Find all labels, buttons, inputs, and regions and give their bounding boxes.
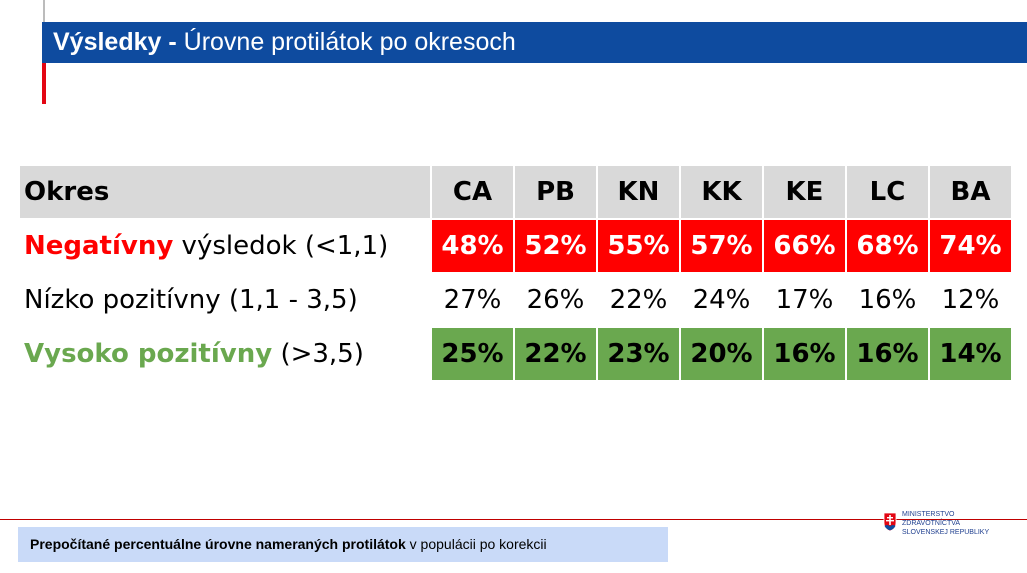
header-district: PB [515, 166, 596, 218]
low-positive-value-cell: 12% [941, 285, 1000, 315]
high-positive-label-highlight: Vysoko pozitívny [24, 339, 273, 369]
high-positive-value-cell: 25% [432, 328, 513, 380]
low-positive-value-cell: 27% [443, 285, 502, 315]
low-positive-value-cell: 16% [858, 285, 917, 315]
header-district: KE [764, 166, 845, 218]
negative-value-cell: 52% [515, 220, 596, 272]
footer-note-bold: Prepočítané percentuálne úrovne nameraný… [30, 536, 406, 552]
ministry-line: MINISTERSTVO [902, 511, 955, 518]
header-district: KK [681, 166, 762, 218]
negative-value-cell: 57% [681, 220, 762, 272]
negative-value-cell: 74% [930, 220, 1011, 272]
high-positive-value-cell: 16% [764, 328, 845, 380]
low-positive-value-cell: 26% [526, 285, 585, 315]
high-positive-value-cell: 22% [515, 328, 596, 380]
ministry-line: ZDRAVOTNÍCTVA [902, 520, 961, 527]
ministry-line: SLOVENSKEJ REPUBLIKY [902, 529, 990, 536]
slovak-coat-of-arms-icon [883, 512, 897, 532]
header-district: BA [930, 166, 1011, 218]
header-district: CA [432, 166, 513, 218]
negative-label-rest: výsledok (<1,1) [173, 231, 389, 261]
negative-value-cell: 48% [432, 220, 513, 272]
header-district: KN [598, 166, 679, 218]
footer-note: Prepočítané percentuálne úrovne nameraný… [18, 527, 668, 562]
ministry-name: MINISTERSTVO ZDRAVOTNÍCTVA SLOVENSKEJ RE… [902, 510, 989, 537]
results-table: Okres CA PB KN KK KE LC BA Negatívny výs… [18, 164, 1013, 382]
title-bold: Výsledky - [53, 28, 177, 56]
footer-divider-line [0, 519, 1027, 520]
table-header-row: Okres CA PB KN KK KE LC BA [20, 166, 1011, 218]
header-district-label: Okres [20, 166, 430, 218]
high-positive-row-label: Vysoko pozitívny (>3,5) [20, 328, 430, 380]
low-positive-row: Nízko pozitívny (1,1 - 3,5) 27% 26% 22% … [20, 274, 1011, 326]
title-rest: Úrovne protilátok po okresoch [183, 28, 516, 56]
ministry-logo: MINISTERSTVO ZDRAVOTNÍCTVA SLOVENSKEJ RE… [883, 509, 1013, 543]
low-positive-value-cell: 17% [775, 285, 834, 315]
low-positive-value-cell: 22% [609, 285, 668, 315]
negative-value-cell: 55% [598, 220, 679, 272]
negative-row-label: Negatívny výsledok (<1,1) [20, 220, 430, 272]
negative-row: Negatívny výsledok (<1,1) 48% 52% 55% 57… [20, 220, 1011, 272]
negative-value-cell: 66% [764, 220, 845, 272]
high-positive-value-cell: 23% [598, 328, 679, 380]
footer-note-rest: v populácii po korekcii [405, 536, 547, 552]
page-title: Výsledky - Úrovne protilátok po okresoch [42, 22, 1027, 63]
low-positive-row-label: Nízko pozitívny (1,1 - 3,5) [24, 285, 358, 315]
negative-label-highlight: Negatívny [24, 231, 174, 261]
high-positive-value-cell: 16% [847, 328, 928, 380]
header-district: LC [847, 166, 928, 218]
top-divider-line [43, 0, 45, 22]
high-positive-row: Vysoko pozitívny (>3,5) 25% 22% 23% 20% … [20, 328, 1011, 380]
high-positive-value-cell: 20% [681, 328, 762, 380]
high-positive-label-rest: (>3,5) [272, 339, 364, 369]
negative-value-cell: 68% [847, 220, 928, 272]
red-accent-bar [42, 63, 46, 104]
low-positive-value-cell: 24% [692, 285, 751, 315]
high-positive-value-cell: 14% [930, 328, 1011, 380]
